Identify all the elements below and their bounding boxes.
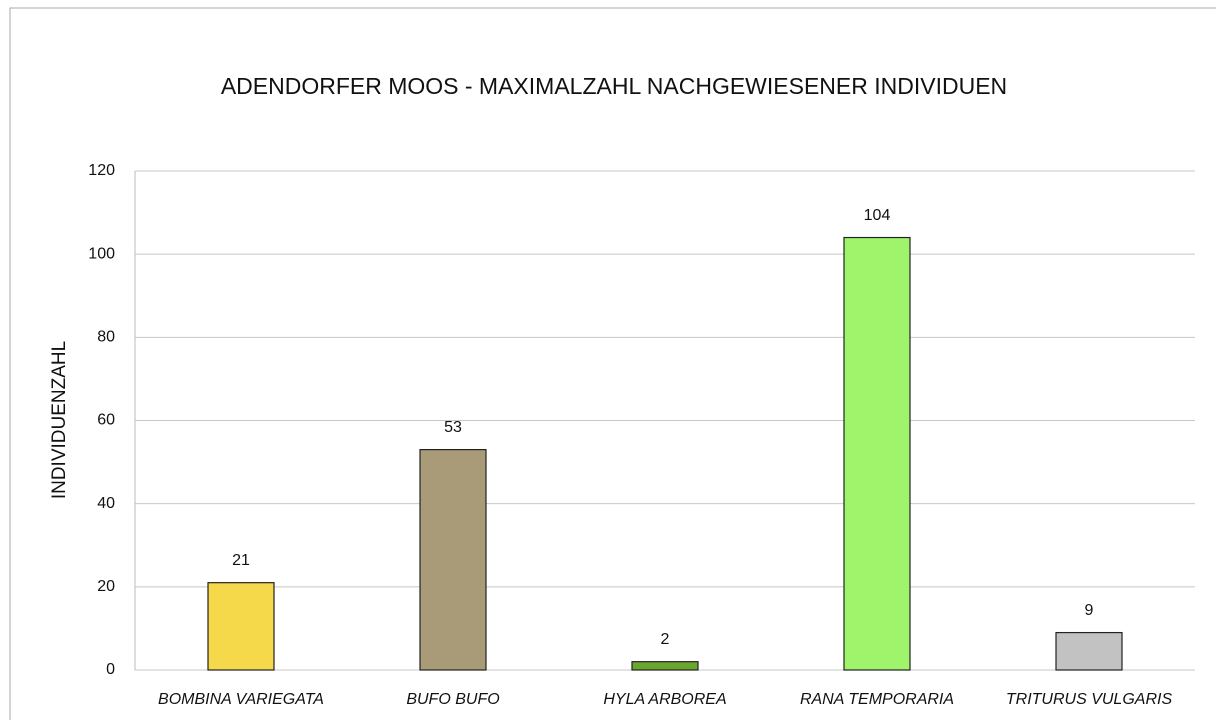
- data-label: 53: [444, 419, 462, 436]
- x-tick-label: HYLA ARBOREA: [603, 691, 726, 708]
- data-label: 9: [1085, 602, 1094, 619]
- x-tick-label: BUFO BUFO: [406, 691, 499, 708]
- bar: [1055, 631, 1123, 671]
- y-tick-label: 100: [88, 245, 115, 262]
- chart-frame: [9, 7, 1216, 720]
- y-tick-label: 120: [88, 162, 115, 179]
- data-label: 104: [864, 207, 891, 224]
- data-label: 21: [232, 552, 250, 569]
- bar: [631, 661, 699, 671]
- y-tick-label: 60: [97, 412, 115, 429]
- y-tick-label: 40: [97, 495, 115, 512]
- y-tick-label: 20: [97, 578, 115, 595]
- bar: [843, 236, 911, 671]
- y-tick-label: 0: [106, 661, 115, 678]
- bar: [207, 582, 275, 671]
- bar: [419, 449, 487, 671]
- x-tick-label: RANA TEMPORARIA: [800, 691, 954, 708]
- x-tick-label: BOMBINA VARIEGATA: [158, 691, 324, 708]
- x-tick-label: TRITURUS VULGARIS: [1006, 691, 1173, 708]
- data-label: 2: [661, 631, 670, 648]
- chart-title: ADENDORFER MOOS - MAXIMALZAHL NACHGEWIES…: [221, 73, 1007, 99]
- y-axis-label: INDIVIDUENZAHL: [49, 341, 70, 499]
- y-tick-label: 80: [97, 329, 115, 346]
